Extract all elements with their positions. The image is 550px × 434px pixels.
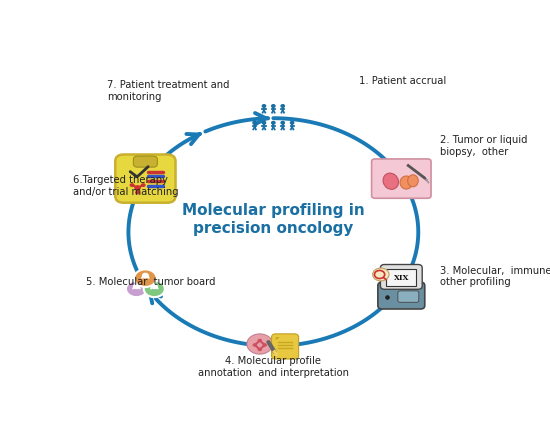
Ellipse shape — [400, 177, 412, 190]
Text: 1. Patient accrual: 1. Patient accrual — [359, 76, 446, 85]
Circle shape — [247, 334, 273, 354]
Circle shape — [257, 339, 262, 342]
Circle shape — [134, 284, 139, 289]
Circle shape — [144, 281, 165, 297]
Circle shape — [257, 348, 262, 352]
Circle shape — [262, 343, 267, 347]
Text: 7. Patient treatment and
monitoring: 7. Patient treatment and monitoring — [107, 80, 229, 101]
Circle shape — [262, 122, 266, 125]
Text: XIX: XIX — [394, 273, 409, 281]
Circle shape — [262, 105, 266, 108]
Circle shape — [252, 343, 257, 347]
Circle shape — [373, 269, 389, 281]
Circle shape — [272, 122, 275, 125]
Circle shape — [290, 122, 294, 125]
Circle shape — [134, 186, 141, 191]
Text: 4. Molecular profile
annotation  and interpretation: 4. Molecular profile annotation and inte… — [198, 355, 349, 377]
FancyBboxPatch shape — [372, 160, 431, 199]
FancyBboxPatch shape — [398, 291, 419, 302]
Circle shape — [272, 105, 275, 108]
FancyBboxPatch shape — [116, 155, 175, 203]
FancyBboxPatch shape — [378, 283, 425, 309]
Circle shape — [126, 281, 147, 297]
Circle shape — [253, 122, 256, 125]
Circle shape — [135, 191, 140, 195]
Circle shape — [142, 274, 148, 278]
Polygon shape — [276, 338, 280, 340]
Circle shape — [134, 270, 157, 287]
Ellipse shape — [383, 174, 399, 190]
Text: 6.Targeted therapy
and/or trial matching: 6.Targeted therapy and/or trial matching — [73, 175, 179, 197]
Text: Molecular profiling in
precision oncology: Molecular profiling in precision oncolog… — [182, 203, 365, 235]
Circle shape — [151, 284, 157, 289]
FancyBboxPatch shape — [381, 265, 422, 289]
Text: 5. Molecular  tumor board: 5. Molecular tumor board — [86, 276, 215, 286]
Circle shape — [130, 184, 135, 187]
FancyBboxPatch shape — [133, 157, 157, 168]
Circle shape — [281, 105, 284, 108]
Circle shape — [281, 122, 284, 125]
Text: 3. Molecular,  immune,
other profiling: 3. Molecular, immune, other profiling — [439, 265, 550, 287]
Text: 2. Tumor or liquid
biopsy,  other: 2. Tumor or liquid biopsy, other — [439, 135, 527, 156]
FancyBboxPatch shape — [272, 334, 299, 359]
Ellipse shape — [408, 175, 418, 187]
FancyBboxPatch shape — [387, 269, 416, 286]
Circle shape — [141, 184, 146, 187]
